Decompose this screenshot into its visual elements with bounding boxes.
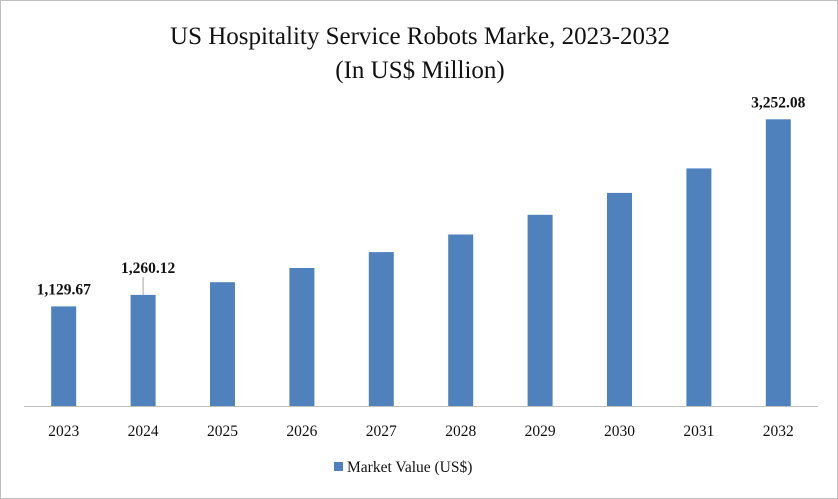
bar-2026 — [289, 268, 315, 406]
x-tick-label-2024: 2024 — [128, 423, 159, 440]
bar-2032 — [765, 119, 791, 407]
data-label-2032: 3,252.08 — [751, 94, 806, 111]
data-label-2023: 1,129.67 — [37, 281, 92, 298]
bar-2024 — [130, 294, 156, 406]
bar-2031 — [686, 168, 712, 406]
x-tick-label-2031: 2031 — [683, 423, 714, 440]
x-tick-labels: 2023 2024 2025 2026 2027 2028 2029 2030 2031 2032 — [48, 423, 794, 440]
legend-label: Market Value (US$) — [347, 459, 472, 476]
bar-2023 — [51, 306, 77, 406]
data-labels: 1,129.67 1,260.12 3,252.08 — [37, 94, 806, 298]
x-tick-label-2023: 2023 — [48, 423, 79, 440]
bar-2030 — [607, 192, 632, 406]
chart-subtitle: (In US$ Million) — [335, 57, 505, 84]
bar-2029 — [527, 214, 553, 406]
chart-title: US Hospitality Service Robots Marke, 202… — [170, 23, 670, 50]
bar-2028 — [448, 234, 474, 406]
x-tick-label-2025: 2025 — [207, 423, 238, 440]
legend: Market Value (US$) — [334, 459, 472, 476]
x-tick-label-2026: 2026 — [286, 423, 317, 440]
bar-2025 — [210, 282, 235, 406]
x-tick-label-2028: 2028 — [445, 423, 476, 440]
data-label-2024: 1,260.12 — [121, 260, 176, 277]
legend-swatch — [334, 462, 343, 471]
x-tick-label-2030: 2030 — [604, 423, 635, 440]
x-tick-label-2027: 2027 — [366, 423, 397, 440]
bars-group — [51, 119, 791, 407]
bar-2027 — [368, 252, 394, 406]
x-tick-label-2032: 2032 — [763, 423, 794, 440]
x-tick-label-2029: 2029 — [525, 423, 556, 440]
